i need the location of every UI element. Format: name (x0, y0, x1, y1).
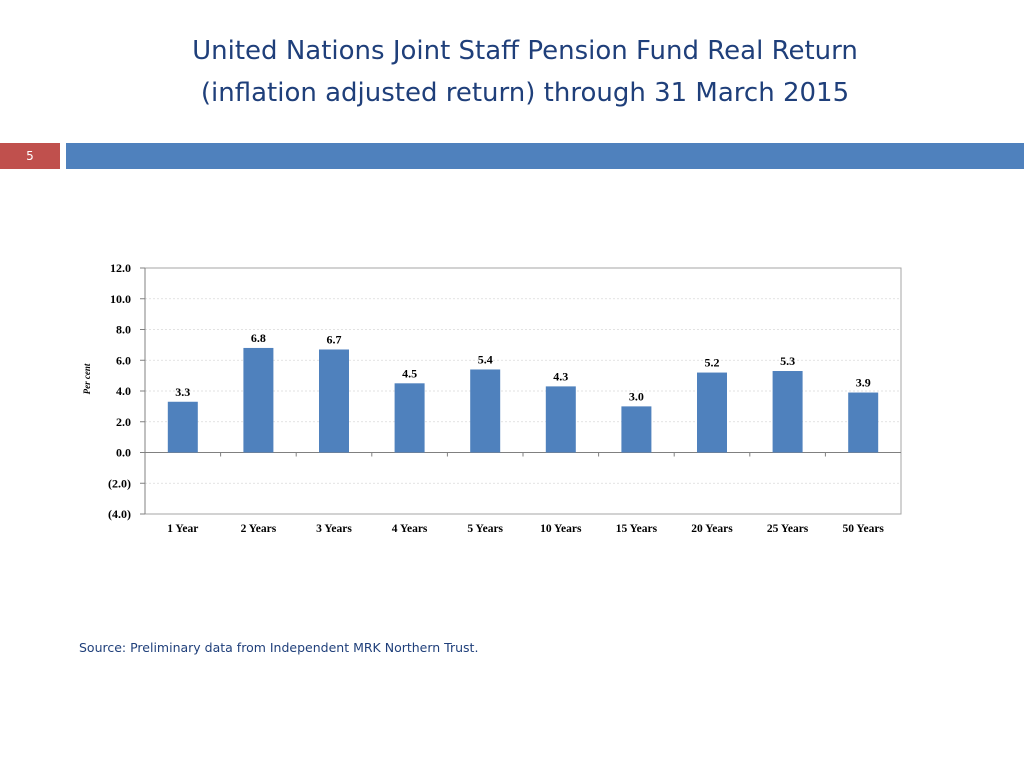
source-note: Source: Preliminary data from Independen… (79, 640, 479, 655)
x-tick-label: 20 Years (691, 523, 733, 535)
y-tick-label: 4.0 (116, 384, 131, 398)
x-tick-label: 1 Year (167, 523, 198, 535)
data-label: 5.2 (705, 356, 720, 370)
data-label: 3.9 (856, 376, 871, 390)
data-label: 6.8 (251, 331, 266, 345)
title-accent-bar (66, 143, 1024, 169)
y-tick-label: 8.0 (116, 323, 131, 337)
y-tick-label: 10.0 (110, 292, 131, 306)
y-tick-label: 12.0 (110, 261, 131, 275)
x-tick-label: 10 Years (540, 523, 582, 535)
y-tick-label: (4.0) (108, 507, 131, 521)
bar (545, 386, 576, 453)
bar (319, 349, 349, 453)
x-tick-label: 15 Years (616, 523, 658, 535)
bar (243, 347, 274, 453)
bar (394, 383, 425, 453)
bar (167, 401, 198, 453)
y-tick-label: 0.0 (116, 446, 131, 460)
x-tick-label: 3 Years (316, 523, 352, 535)
bar (621, 406, 652, 453)
y-tick-label: 2.0 (116, 415, 131, 429)
data-label: 4.3 (553, 369, 568, 383)
slide-number: 5 (0, 143, 60, 169)
data-label: 3.3 (175, 385, 190, 399)
x-tick-label: 25 Years (767, 523, 809, 535)
bar (470, 369, 501, 453)
bar (772, 371, 803, 453)
bar-chart: 12.0 10.0 8.0 6.0 4.0 2.0 0.0 (2.0) (4.0) Per cen… (82, 261, 902, 535)
slide-title-line-1: United Nations Joint Staff Pension Fund … (192, 36, 858, 66)
bar (848, 392, 879, 453)
x-tick-label: 50 Years (842, 523, 884, 535)
data-label: 5.3 (780, 354, 795, 368)
x-tick-label: 2 Years (241, 523, 277, 535)
data-label: 4.5 (402, 366, 417, 380)
x-tick-label: 4 Years (392, 523, 428, 535)
slide-title-line-2: (inflation adjusted return) through 31 M… (200, 78, 850, 108)
bar (697, 372, 727, 453)
y-tick-label: 6.0 (116, 353, 131, 367)
data-label: 3.0 (629, 389, 644, 403)
y-tick-label: (2.0) (108, 476, 131, 490)
data-label: 6.7 (327, 332, 342, 346)
data-label: 5.4 (478, 352, 493, 366)
y-axis-label: Per cent (82, 363, 92, 394)
slide-title: United Nations Joint Staff Pension Fund … (0, 30, 1024, 114)
x-tick-label: 5 Years (467, 523, 503, 535)
